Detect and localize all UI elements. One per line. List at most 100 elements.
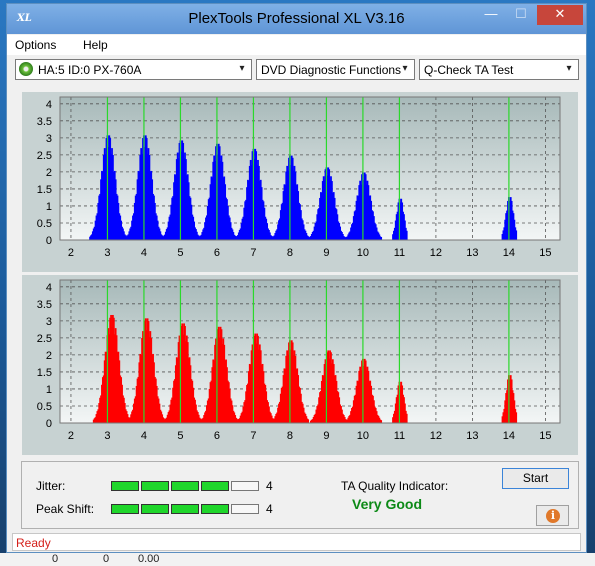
y-tick-label: 1.5 [37,184,52,196]
histogram-bar [302,407,305,423]
test-select[interactable]: Q-Check TA Test ▾ [419,59,579,80]
histogram-bar [226,367,228,423]
histogram-bar [506,210,508,240]
histogram-bar [100,179,102,240]
histogram-bar [160,411,163,423]
histogram-bar [260,187,263,240]
histogram-bar [242,216,245,240]
drive-select[interactable]: HA:5 ID:0 PX-760A ▾ [15,59,252,80]
histogram-bar [227,382,230,423]
histogram-bar [237,420,239,423]
histogram-bar [379,236,382,240]
close-button[interactable]: ✕ [537,5,583,25]
histogram-bar [192,216,195,240]
histogram-bar [288,157,290,240]
histogram-bar [354,210,357,240]
histogram-bar [135,193,138,240]
histogram-bar [318,397,321,423]
histogram-bar [178,142,181,240]
histogram-bar [216,329,219,423]
ta-quality-value: Very Good [352,496,423,512]
histogram-bar [210,380,213,423]
histogram-bar [335,380,338,423]
histogram-bar [282,191,285,240]
histogram-bar [402,211,404,240]
histogram-bar [274,233,277,240]
histogram-bar [185,175,188,240]
histogram-bar [208,197,211,240]
x-tick-label: 9 [323,247,329,259]
histogram-bar [506,390,508,423]
function-select[interactable]: DVD Diagnostic Functions ▾ [256,59,415,80]
histogram-bar [367,370,370,423]
histogram-bar [346,236,349,240]
x-tick-label: 12 [430,247,442,259]
histogram-bar [236,235,238,240]
minimize-button[interactable]: — [484,6,498,21]
histogram-bar [377,232,380,240]
histogram-bar [368,381,371,423]
histogram-bar [177,158,180,240]
histogram-bar [112,171,115,240]
histogram-bar [328,358,331,423]
histogram-bar [308,237,310,240]
histogram-bar [224,184,227,240]
histogram-bar [322,176,325,240]
histogram-bar [161,414,164,423]
histogram-bar [215,338,217,423]
histogram-bar [125,236,128,240]
info-button[interactable]: i [536,505,569,526]
histogram-bar [511,210,514,240]
histogram-bar [239,228,242,240]
histogram-bar [511,390,514,423]
histogram-bar [189,197,192,240]
histogram-bar [102,375,105,423]
maximize-button[interactable]: ☐ [515,6,527,21]
histogram-bar [196,412,199,423]
histogram-bar [97,202,100,240]
histogram-bar [512,213,515,240]
histogram-bar [256,165,258,240]
histogram-bar [254,333,257,423]
menu-help[interactable]: Help [83,38,108,52]
histogram-bar [277,407,279,423]
histogram-bar [250,165,253,240]
menu-options[interactable]: Options [15,38,57,52]
histogram-bar [266,223,269,240]
histogram-bar [281,202,284,240]
histogram-bar [351,224,353,240]
histogram-bar [353,395,356,423]
histogram-bar [341,409,343,423]
histogram-bar [297,375,300,423]
histogram-bar [400,381,403,423]
histogram-bar [195,410,198,423]
start-button[interactable]: Start [502,468,569,489]
histogram-bar [227,215,230,240]
histogram-bar [245,199,248,240]
histogram-bar [125,411,128,423]
y-tick-label: 4 [46,282,52,294]
y-tick-label: 0.5 [37,218,52,230]
title-bar[interactable]: XL PlexTools Professional XL V3.16 — ☐ ✕ [7,4,586,34]
histogram-bar [225,197,227,240]
histogram-bar [341,413,344,423]
histogram-bar [284,369,287,423]
histogram-bar [269,235,272,240]
histogram-bar [204,412,206,423]
histogram-bar [356,195,359,240]
histogram-bar [96,213,99,240]
histogram-bar [344,420,347,423]
histogram-bar [403,220,406,240]
histogram-bar [396,394,399,423]
histogram-bar [277,224,279,240]
histogram-bar [91,231,94,240]
histogram-bar [373,222,376,240]
histogram-bar [347,417,350,423]
histogram-bar [503,227,506,240]
background-value: 0.00 [138,553,160,565]
histogram-bar [279,393,282,423]
histogram-bar [101,377,104,423]
histogram-bar [362,366,365,423]
histogram-bar [112,317,115,423]
histogram-bar [213,360,216,423]
